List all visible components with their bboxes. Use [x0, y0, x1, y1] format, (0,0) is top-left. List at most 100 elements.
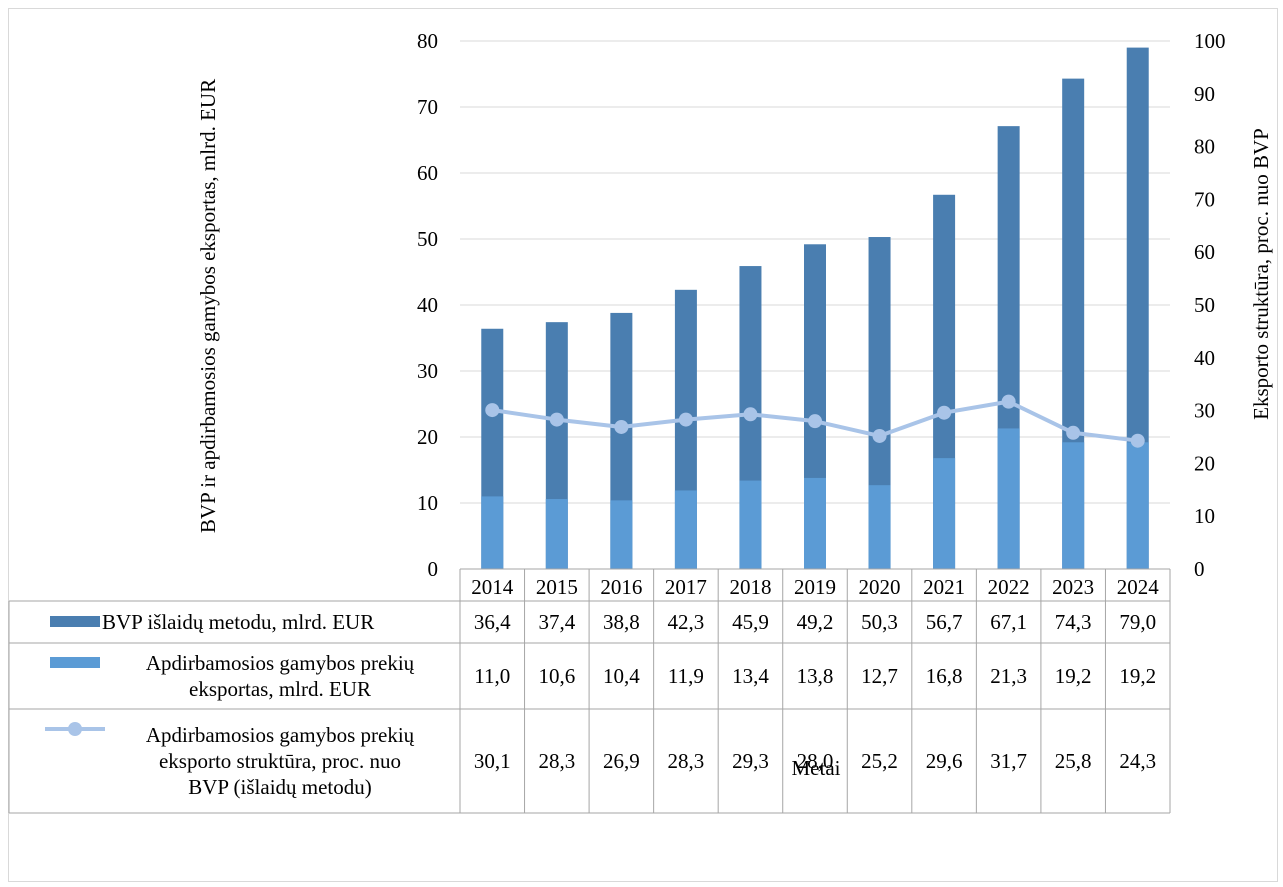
line-point [485, 403, 500, 418]
left-tick-label: 40 [417, 293, 438, 317]
line-point [678, 412, 693, 427]
bar-export [868, 485, 891, 569]
chart-frame [8, 8, 1278, 882]
right-tick-label: 90 [1194, 82, 1215, 106]
table-value: 13,8 [797, 664, 834, 688]
line-point [872, 428, 887, 443]
table-value: 24,3 [1119, 749, 1156, 773]
legend-label: BVP (išlaidų metodu) [188, 775, 372, 799]
table-value: 11,0 [474, 664, 510, 688]
table-value: 25,2 [861, 749, 898, 773]
left-tick-label: 30 [417, 359, 438, 383]
right-axis-title: Eksporto struktūra, proc. nuo BVP [1249, 128, 1273, 420]
right-tick-label: 60 [1194, 240, 1215, 264]
table-value: 74,3 [1055, 610, 1092, 634]
x-tick-label: 2024 [1117, 575, 1160, 599]
left-tick-label: 80 [417, 29, 438, 53]
right-tick-label: 20 [1194, 451, 1215, 475]
table-value: 28,3 [538, 749, 575, 773]
left-tick-label: 10 [417, 491, 438, 515]
legend-key [50, 616, 100, 627]
x-tick-label: 2016 [600, 575, 642, 599]
table-value: 26,9 [603, 749, 640, 773]
bar-export [1126, 442, 1149, 569]
legend-label: Apdirbamosios gamybos prekių [146, 651, 415, 675]
right-tick-label: 100 [1194, 29, 1226, 53]
bar-export [933, 458, 956, 569]
line-point [1130, 433, 1145, 448]
table-value: 19,2 [1055, 664, 1092, 688]
x-tick-label: 2021 [923, 575, 965, 599]
line-series [485, 394, 1145, 448]
line-point [549, 412, 564, 427]
legend-key [68, 722, 82, 736]
bar-export [804, 477, 826, 569]
table-value: 36,4 [474, 610, 511, 634]
table-value: 29,6 [926, 749, 963, 773]
x-axis-title: Metai [792, 756, 841, 780]
left-tick-label: 0 [428, 557, 439, 581]
table-value: 13,4 [732, 664, 769, 688]
table-value: 28,0 [797, 749, 834, 773]
legend-label: BVP išlaidų metodu, mlrd. EUR [102, 610, 374, 634]
table-value: 10,6 [538, 664, 575, 688]
bar-export [674, 490, 697, 569]
right-tick-label: 80 [1194, 135, 1215, 159]
left-tick-label: 20 [417, 425, 438, 449]
legend-key [50, 657, 100, 668]
legend-label: eksportas, mlrd. EUR [189, 677, 371, 701]
bar-export [610, 500, 633, 569]
table-value: 42,3 [668, 610, 705, 634]
table-value: 10,4 [603, 664, 640, 688]
x-tick-label: 2015 [536, 575, 578, 599]
legend-label: Apdirbamosios gamybos prekių [146, 723, 415, 747]
table-value: 67,1 [990, 610, 1027, 634]
bar-export [997, 428, 1020, 569]
x-tick-label: 2023 [1052, 575, 1094, 599]
line-point [743, 407, 758, 422]
left-axis-title: BVP ir apdirbamosios gamybos eksportas, … [196, 79, 220, 533]
table-value: 19,2 [1119, 664, 1156, 688]
bar-export [545, 499, 568, 569]
right-tick-label: 0 [1194, 557, 1205, 581]
line-point [937, 405, 952, 420]
table-value: 45,9 [732, 610, 769, 634]
bar-export [481, 496, 504, 569]
gridlines [460, 40, 1170, 504]
table-value: 16,8 [926, 664, 963, 688]
bars [481, 47, 1149, 570]
line-point [614, 419, 629, 434]
x-tick-label: 2019 [794, 575, 836, 599]
right-tick-label: 30 [1194, 399, 1215, 423]
x-tick-label: 2017 [665, 575, 707, 599]
table-value: 37,4 [538, 610, 575, 634]
x-tick-label: 2014 [471, 575, 514, 599]
line-point [808, 414, 822, 429]
right-tick-label: 40 [1194, 346, 1215, 370]
x-tick-label: 2022 [988, 575, 1030, 599]
left-tick-label: 50 [417, 227, 438, 251]
table-value: 49,2 [797, 610, 834, 634]
table-value: 21,3 [990, 664, 1027, 688]
table-value: 50,3 [861, 610, 898, 634]
right-tick-label: 10 [1194, 504, 1215, 528]
table-value: 28,3 [668, 749, 705, 773]
table-value: 31,7 [990, 749, 1027, 773]
line-point [1066, 425, 1081, 440]
x-tick-label: 2020 [859, 575, 901, 599]
table-value: 25,8 [1055, 749, 1092, 773]
x-tick-label: 2018 [729, 575, 771, 599]
data-table: 2014 2015 2016 2017 2018 2019 2020 2021 2022 2023… [8, 568, 1171, 814]
bar-export [1062, 442, 1085, 569]
table-value: 30,1 [474, 749, 511, 773]
table-value: 56,7 [926, 610, 963, 634]
right-axis-ticks: 0 10 20 30 40 50 60 70 80 90 100 [1194, 29, 1226, 581]
line-point [1001, 394, 1016, 409]
table-value: 38,8 [603, 610, 640, 634]
table-value: 29,3 [732, 749, 769, 773]
table-value: 79,0 [1119, 610, 1156, 634]
right-tick-label: 50 [1194, 293, 1215, 317]
table-value: 12,7 [861, 664, 898, 688]
right-tick-label: 70 [1194, 187, 1215, 211]
